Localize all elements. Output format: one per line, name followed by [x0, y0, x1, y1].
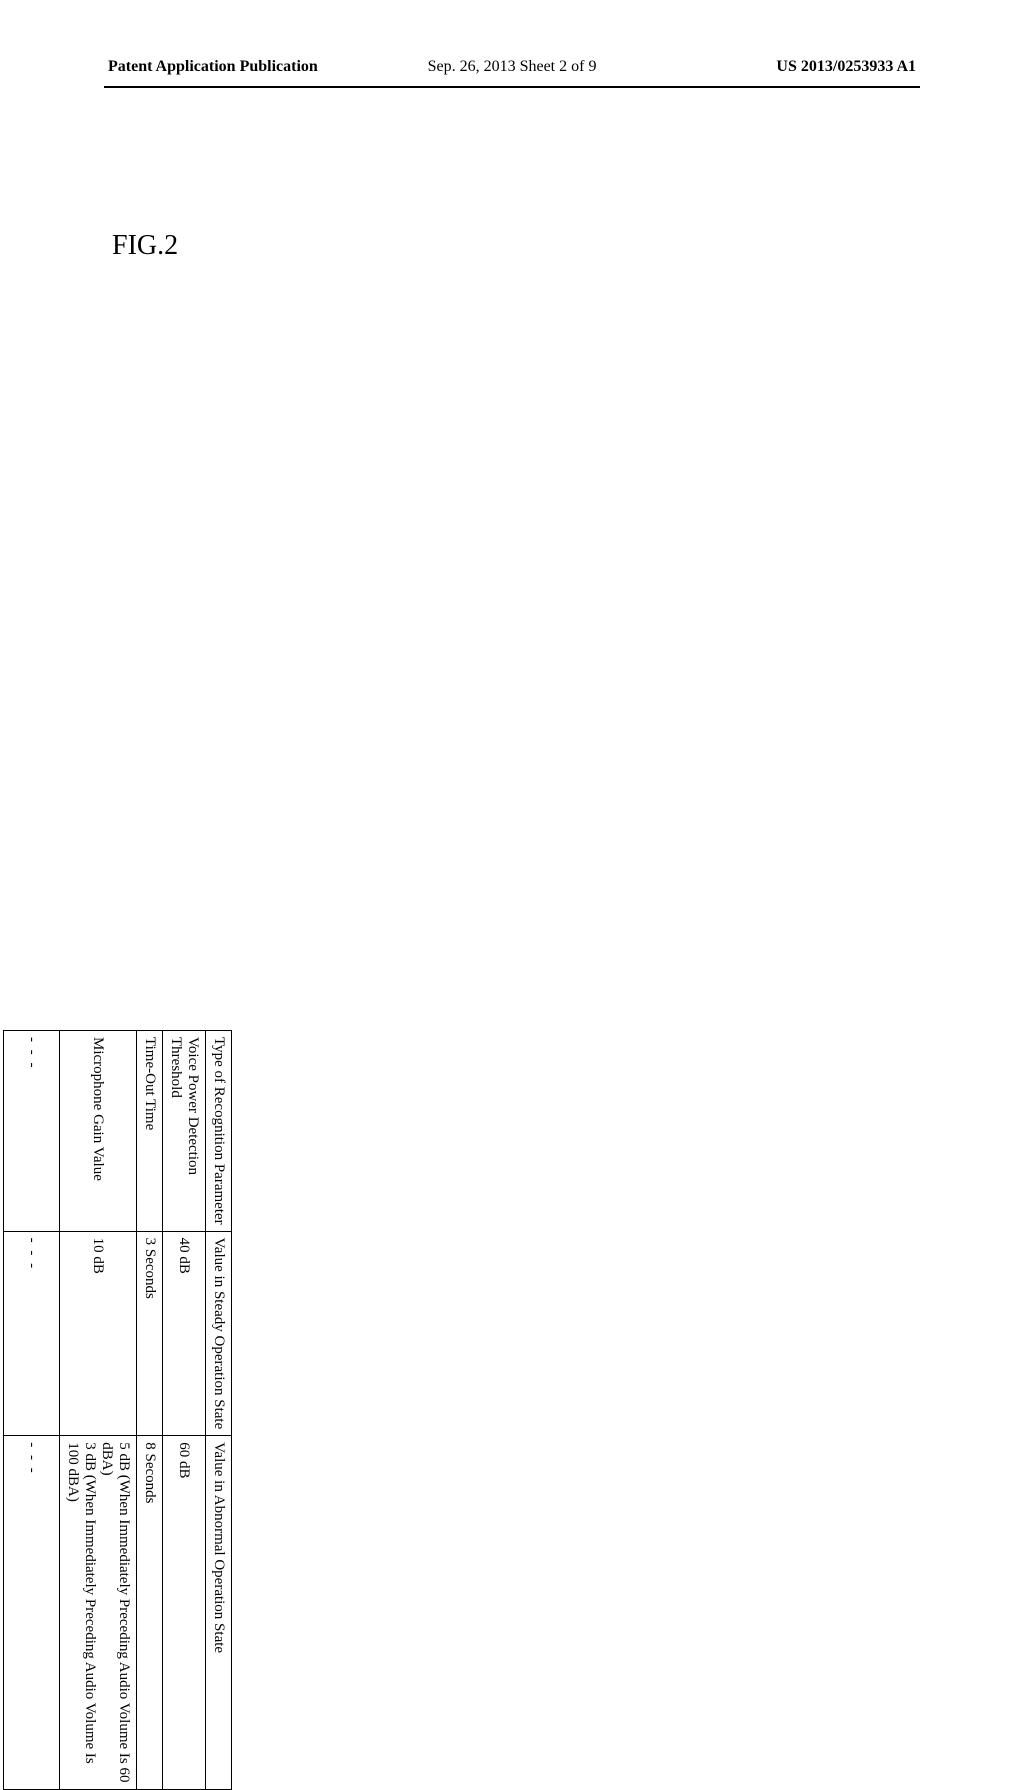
page-header: Patent Application Publication Sep. 26, … [0, 58, 1024, 92]
col-header-abnormal: Value in Abnormal Operation State [206, 1436, 232, 1790]
table-row: Microphone Gain Value 10 dB 5 dB (When I… [60, 1031, 137, 1790]
figure-label: FIG.2 [112, 230, 912, 262]
cell-param: Time-Out Time [137, 1031, 163, 1232]
table-row-ellipsis: - - - - - - - - - [4, 1031, 60, 1790]
cell-abnormal: 60 dB [163, 1436, 206, 1790]
cell-steady: 40 dB [163, 1231, 206, 1436]
cell-steady: 10 dB [60, 1231, 137, 1436]
figure-area: FIG.2 Type of Recognition Parameter Valu… [112, 230, 912, 1050]
cell-steady: 3 Seconds [137, 1231, 163, 1436]
cell-param: Microphone Gain Value [60, 1031, 137, 1232]
cell-abnormal: 5 dB (When Immediately Preceding Audio V… [60, 1436, 137, 1790]
cell-dots: - - - [4, 1231, 60, 1436]
cell-abnormal: 8 Seconds [137, 1436, 163, 1790]
col-header-type: Type of Recognition Parameter [206, 1031, 232, 1232]
cell-dots: - - - [4, 1436, 60, 1790]
header-rule [104, 86, 920, 88]
rotated-table-wrapper: Type of Recognition Parameter Value in S… [232, 270, 992, 1030]
header-right: US 2013/0253933 A1 [776, 58, 916, 76]
rotated-table: Type of Recognition Parameter Value in S… [3, 1030, 232, 1790]
table-row: Time-Out Time 3 Seconds 8 Seconds [137, 1031, 163, 1790]
cell-dots: - - - [4, 1031, 60, 1232]
col-header-steady: Value in Steady Operation State [206, 1231, 232, 1436]
cell-param: Voice Power Detection Threshold [163, 1031, 206, 1232]
parameter-table: Type of Recognition Parameter Value in S… [3, 1030, 232, 1790]
page: Patent Application Publication Sep. 26, … [0, 0, 1024, 1320]
table-header-row: Type of Recognition Parameter Value in S… [206, 1031, 232, 1790]
table-row: Voice Power Detection Threshold 40 dB 60… [163, 1031, 206, 1790]
